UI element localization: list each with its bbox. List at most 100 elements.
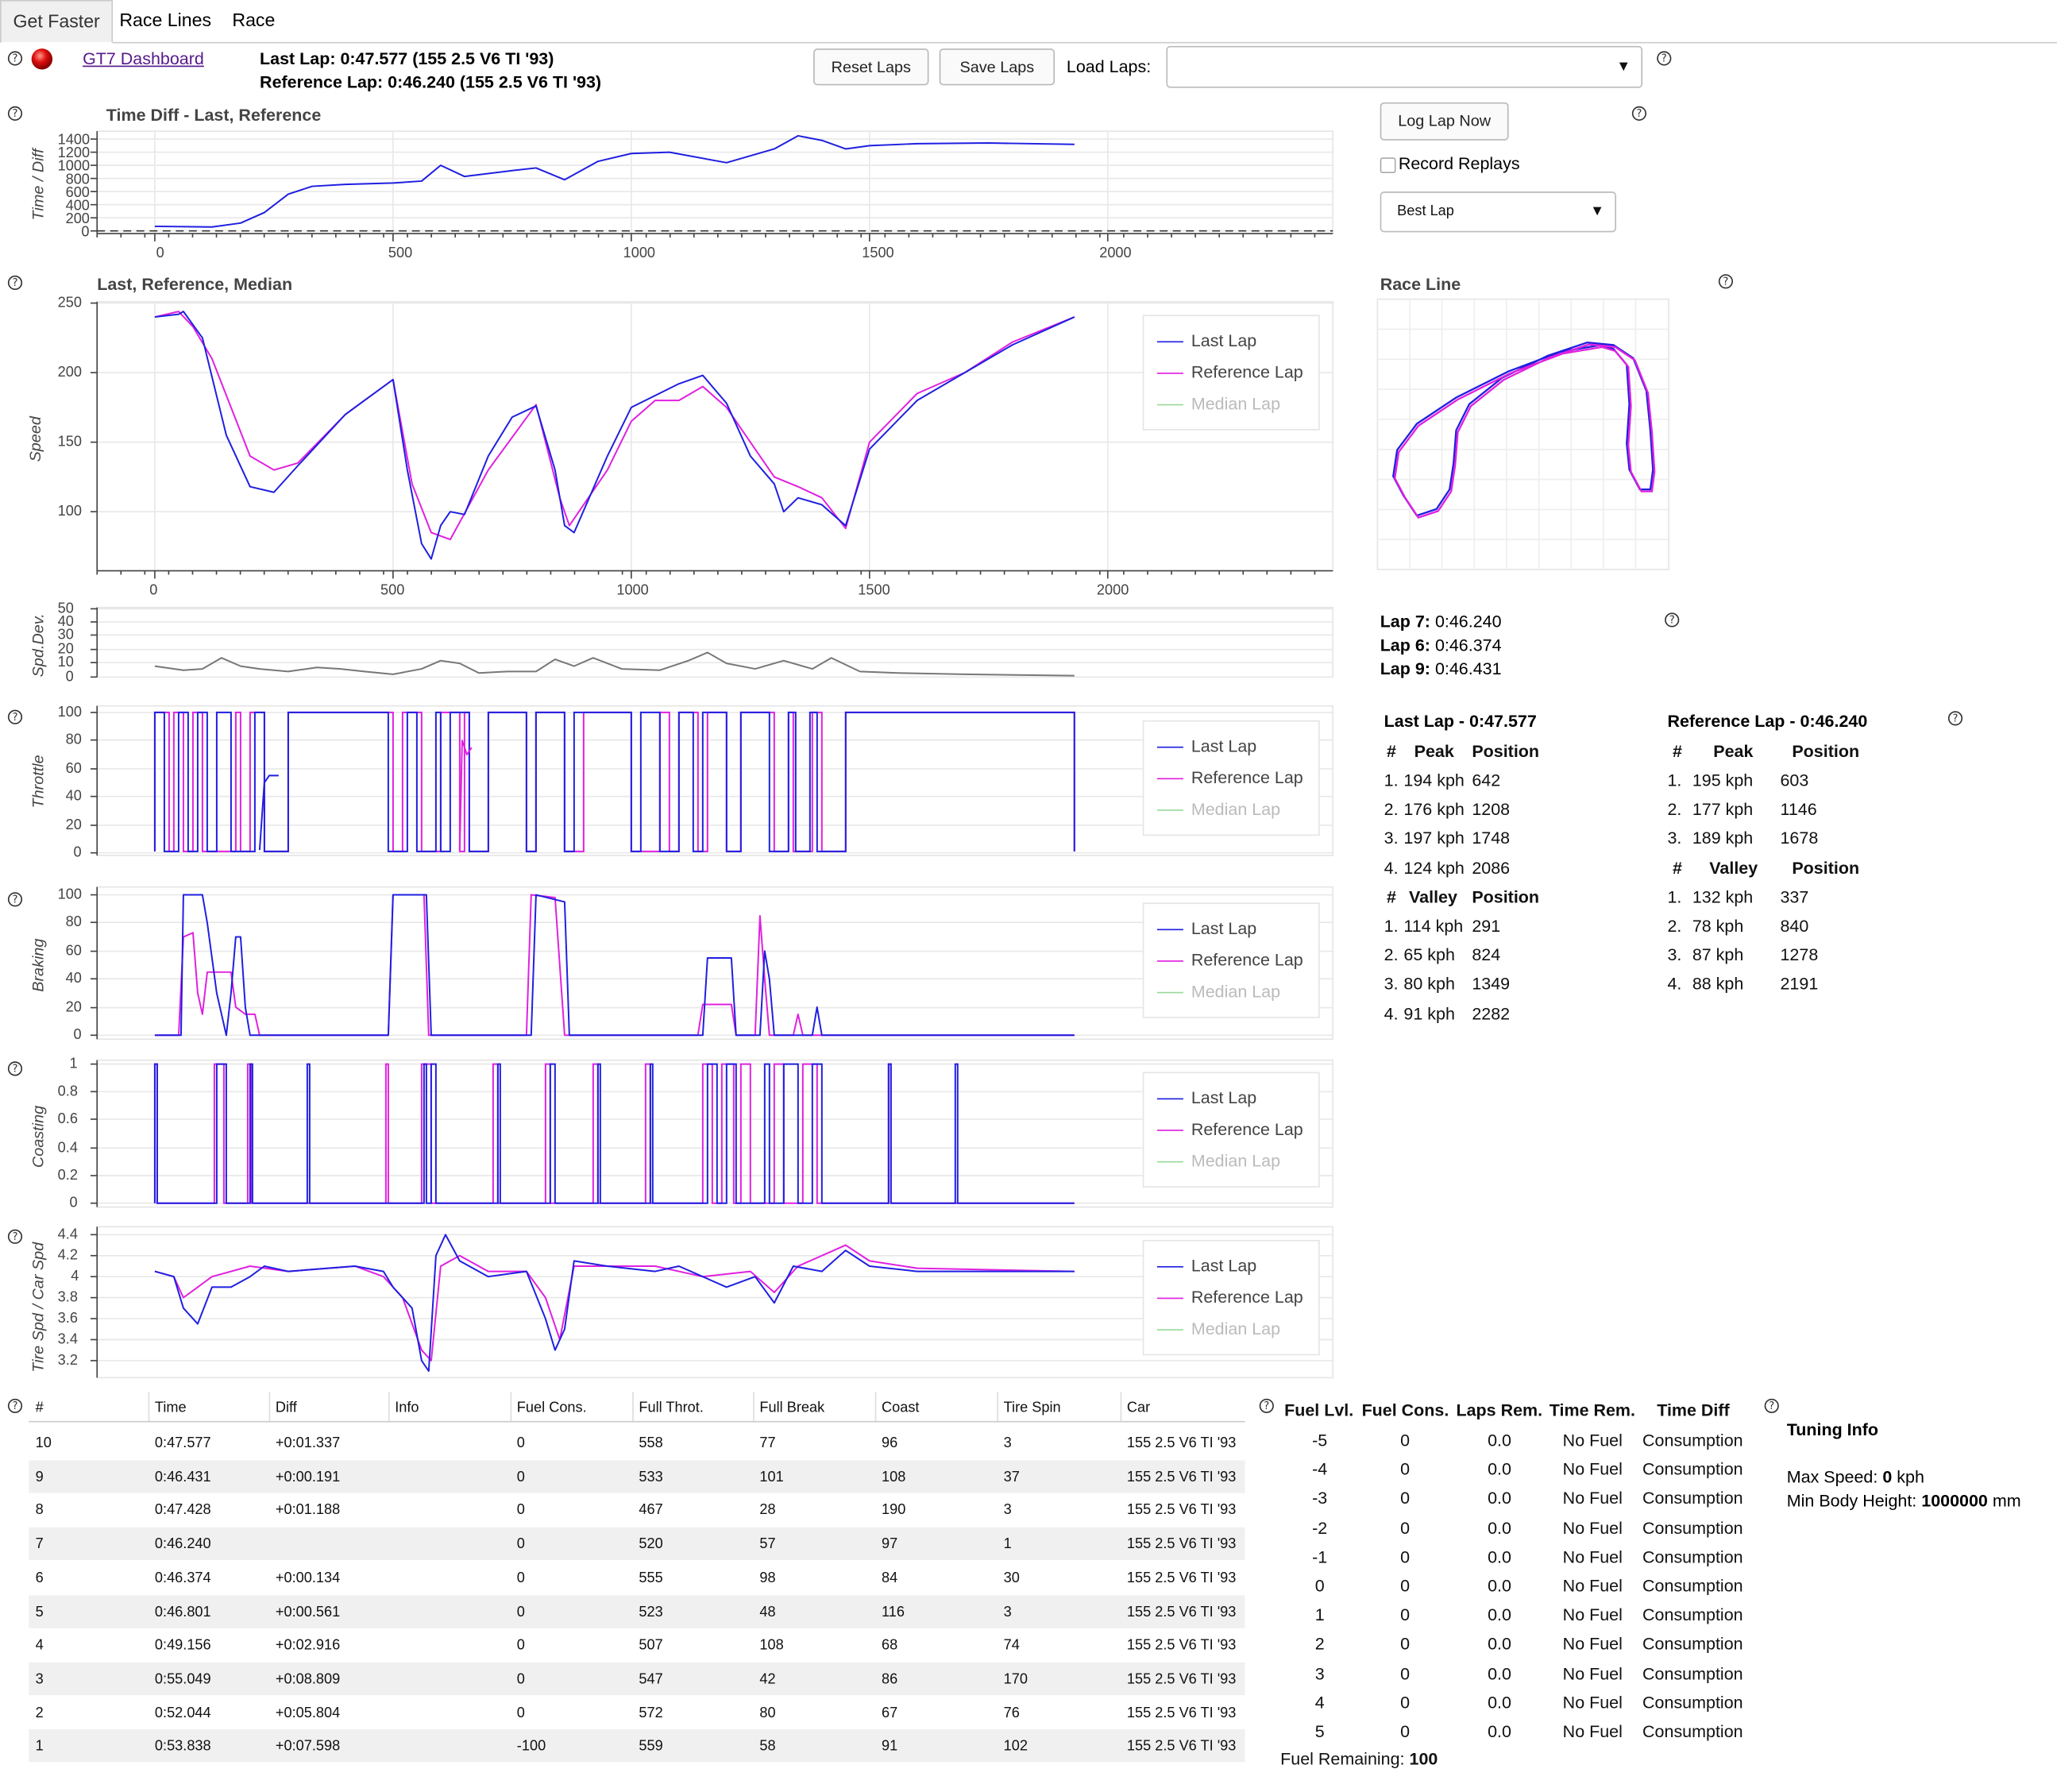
last-lap-line	[153, 1063, 1075, 1204]
legend-median-lap[interactable]: Median Lap	[1156, 799, 1280, 819]
help-icon[interactable]: ?	[7, 51, 23, 66]
y-tick: 10	[57, 655, 74, 671]
table-row[interactable]: 5 0:46.801 +0:00.561 0 523 48 116 3 155 2.5 V6 T…	[29, 1594, 1245, 1628]
y-tick: 0	[69, 1195, 78, 1211]
legend-median-lap[interactable]: Median Lap	[1156, 394, 1280, 413]
table-header: #	[35, 1400, 44, 1416]
table-cell: 76	[1003, 1705, 1020, 1721]
tab-race-lines[interactable]: Race Lines	[119, 9, 212, 30]
help-icon[interactable]: ?	[1631, 106, 1647, 121]
help-icon[interactable]: ?	[7, 709, 23, 724]
peak-row-speed: 176 kph	[1403, 799, 1465, 820]
fuel-table-cell: -3	[1312, 1488, 1328, 1508]
tab-get-faster[interactable]: Get Faster	[0, 0, 114, 44]
reference-lap-info: Reference Lap: 0:46.240 (155 2.5 V6 TI '…	[260, 71, 602, 92]
y-tick: 1400	[57, 132, 91, 149]
legend-reference-lap[interactable]: Reference Lap	[1156, 767, 1303, 787]
speed-chart[interactable]	[0, 0, 1338, 604]
legend-last-lap[interactable]: Last Lap	[1156, 736, 1256, 755]
table-cell: 0:46.801	[154, 1604, 211, 1620]
throttle-chart[interactable]	[0, 0, 1338, 866]
table-row[interactable]: 9 0:46.431 +0:00.191 0 533 101 108 37 155 2.5 V6…	[29, 1459, 1245, 1493]
help-icon[interactable]: ?	[1718, 274, 1734, 289]
valley-row-position: 840	[1780, 915, 1809, 936]
legend-median-lap[interactable]: Median Lap	[1156, 1319, 1280, 1338]
legend-reference-lap[interactable]: Reference Lap	[1156, 362, 1303, 382]
help-icon[interactable]: ?	[7, 1229, 23, 1244]
x-tick: 1000	[623, 245, 656, 261]
help-icon[interactable]: ?	[7, 1061, 23, 1076]
help-icon[interactable]: ?	[7, 106, 23, 121]
deviation-chart[interactable]	[0, 0, 1338, 695]
help-icon[interactable]: ?	[7, 275, 23, 291]
table-cell: 28	[759, 1502, 776, 1519]
race-line-map[interactable]	[1376, 298, 1673, 575]
record-replays-checkbox[interactable]	[1380, 157, 1396, 174]
y-tick: 20	[65, 817, 82, 833]
table-cell: 0	[516, 1536, 525, 1553]
table-cell: +0:00.561	[275, 1604, 341, 1620]
tire-speed-chart[interactable]	[0, 0, 1338, 1391]
coasting-chart[interactable]	[0, 0, 1338, 1220]
table-row[interactable]: 1 0:53.838 +0:07.598 -100 559 58 91 102 155 2.5 …	[29, 1729, 1245, 1763]
fuel-table-cell: 0.0	[1488, 1692, 1511, 1713]
legend-last-lap[interactable]: Last Lap	[1156, 1256, 1256, 1276]
table-cell: 2	[35, 1705, 44, 1721]
fuel-table-cell: No Fuel	[1562, 1459, 1623, 1479]
table-cell: 3	[1003, 1604, 1012, 1620]
fuel-table-cell: Consumption	[1642, 1634, 1743, 1654]
table-row[interactable]: 3 0:55.049 +0:08.809 0 547 42 86 170 155 2.5 V6 …	[29, 1662, 1245, 1695]
table-row[interactable]: 8 0:47.428 +0:01.188 0 467 28 190 3 155 2.5 V6 T…	[29, 1493, 1245, 1526]
help-icon[interactable]: ?	[1947, 711, 1963, 726]
table-row[interactable]: 7 0:46.240 0 520 57 97 1 155 2.5 V6 TI '93	[29, 1527, 1245, 1561]
legend-last-lap[interactable]: Last Lap	[1156, 330, 1256, 350]
reset-laps-button[interactable]: Reset Laps	[813, 48, 929, 86]
load-laps-select[interactable]: ▼	[1166, 45, 1643, 88]
table-cell: 42	[759, 1671, 776, 1688]
y-tick: 50	[57, 601, 74, 617]
save-laps-button[interactable]: Save Laps	[939, 48, 1056, 86]
help-icon[interactable]: ?	[7, 892, 23, 907]
legend-reference-lap[interactable]: Reference Lap	[1156, 950, 1303, 970]
table-cell: 0:46.374	[154, 1570, 211, 1586]
reference-lap-select-value: Best Lap	[1397, 203, 1454, 219]
help-icon[interactable]: ?	[1665, 612, 1680, 628]
tab-race[interactable]: Race	[232, 9, 276, 30]
help-icon[interactable]: ?	[1764, 1398, 1779, 1413]
time-diff-chart[interactable]	[0, 0, 1338, 262]
legend-last-lap[interactable]: Last Lap	[1156, 1087, 1256, 1107]
table-cell: 3	[1003, 1502, 1012, 1519]
y-tick: 0	[65, 669, 74, 686]
help-icon[interactable]: ?	[1657, 51, 1672, 66]
help-icon[interactable]: ?	[1259, 1398, 1274, 1413]
table-cell: 8	[35, 1502, 44, 1519]
y-tick: 40	[57, 614, 74, 630]
plot-area	[96, 1059, 1334, 1208]
legend-reference-lap[interactable]: Reference Lap	[1156, 1119, 1303, 1139]
table-row[interactable]: 4 0:49.156 +0:02.916 0 507 108 68 74 155 2.5 V6 …	[29, 1628, 1245, 1661]
help-icon[interactable]: ?	[7, 1398, 23, 1413]
table-row[interactable]: 10 0:47.577 +0:01.337 0 558 77 96 3 155 2.5 V6 T…	[29, 1427, 1245, 1459]
peak-row-num: 3.	[1667, 828, 1682, 848]
legend-reference-lap[interactable]: Reference Lap	[1156, 1287, 1303, 1307]
dashboard-link[interactable]: GT7 Dashboard	[83, 48, 204, 68]
table-row[interactable]: 2 0:52.044 +0:05.804 0 572 80 67 76 155 2.5 V6 T…	[29, 1696, 1245, 1728]
peak-row-num: 1.	[1384, 770, 1399, 790]
tire-legend: Last Lap Reference Lap Median Lap	[1142, 1239, 1320, 1356]
fuel-table-cell: -5	[1312, 1430, 1328, 1450]
valley-row-speed: 87 kph	[1692, 944, 1744, 965]
table-cell: 155 2.5 V6 TI '93	[1126, 1435, 1237, 1451]
table-cell: +0:01.337	[275, 1435, 341, 1451]
legend-median-lap[interactable]: Median Lap	[1156, 982, 1280, 1001]
fuel-table-header: Laps Rem.	[1456, 1400, 1543, 1420]
log-lap-now-button[interactable]: Log Lap Now	[1380, 102, 1509, 141]
legend-last-lap[interactable]: Last Lap	[1156, 918, 1256, 938]
valley-row-speed: 65 kph	[1403, 944, 1455, 965]
plot-area	[96, 705, 1334, 856]
y-tick: 4.2	[57, 1247, 78, 1264]
table-row[interactable]: 6 0:46.374 +0:00.134 0 555 98 84 30 155 2.5 V6 T…	[29, 1561, 1245, 1593]
braking-chart[interactable]	[0, 0, 1338, 1049]
legend-median-lap[interactable]: Median Lap	[1156, 1151, 1280, 1170]
fuel-table-cell: 0	[1400, 1605, 1411, 1625]
reference-lap-select[interactable]: Best Lap ▼	[1380, 191, 1617, 233]
